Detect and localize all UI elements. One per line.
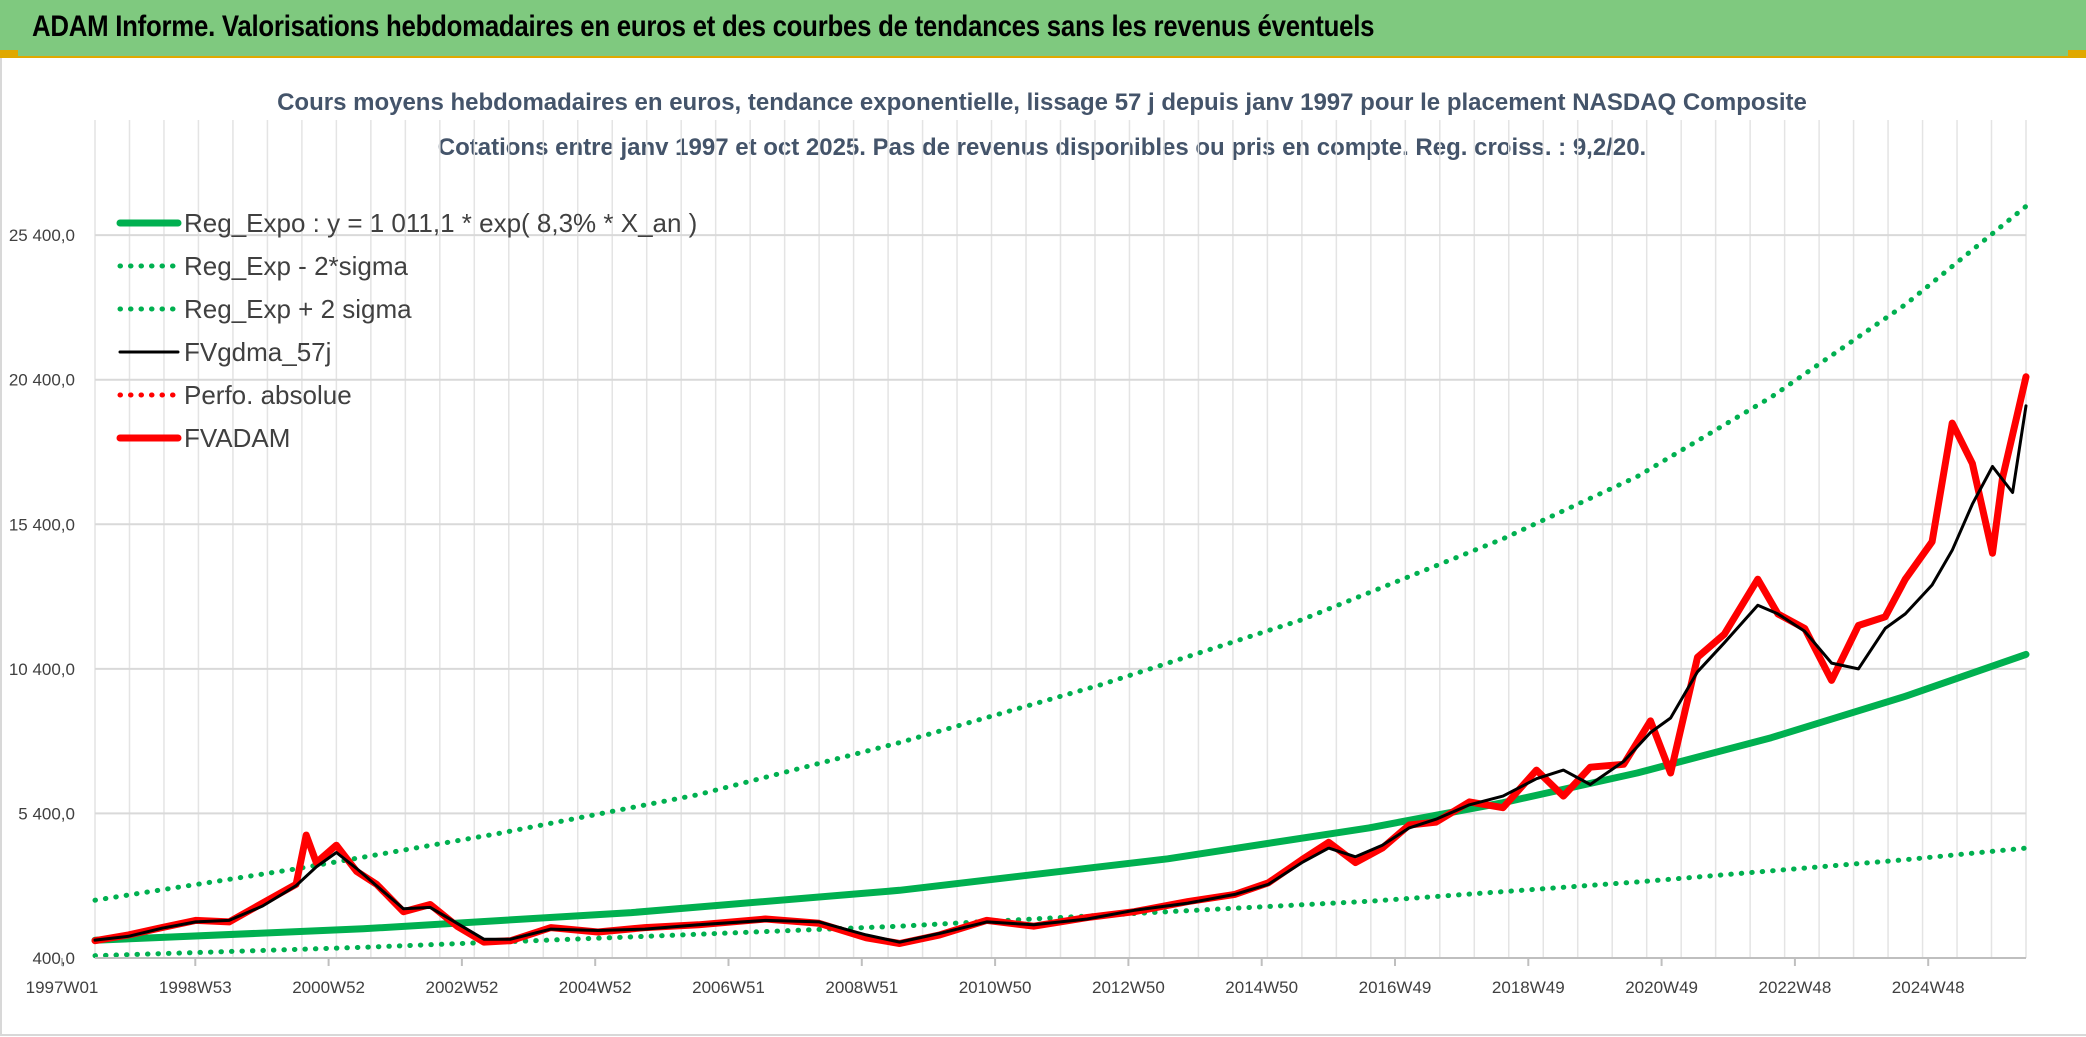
plot-area xyxy=(91,203,2030,959)
x-tick-label: 2018W49 xyxy=(1492,978,1565,997)
x-tick-label: 2016W49 xyxy=(1359,978,1432,997)
x-tick-label: 2020W49 xyxy=(1625,978,1698,997)
x-axis: 1997W01 1998W53 2000W52 2002W52 2004W52 2006W… xyxy=(26,957,2026,997)
y-axis: 400,0 5 400,0 10 400,0 15 400,0 20 400,0 25 4… xyxy=(9,226,75,968)
chart-legend: Reg_Expo : y = 1 011,1 * exp( 8,3% * X_a… xyxy=(116,208,697,453)
x-tick-label: 2010W50 xyxy=(959,978,1032,997)
x-tick-label: 2024W48 xyxy=(1892,978,1965,997)
x-tick-label: 2014W50 xyxy=(1225,978,1298,997)
legend-label-2: Reg_Exp + 2 sigma xyxy=(184,294,412,324)
header-banner: ADAM Informe. Valorisations hebdomadaire… xyxy=(0,0,2086,58)
legend-label-1: Reg_Exp - 2*sigma xyxy=(184,251,409,281)
legend-label-4: Perfo. absolue xyxy=(184,380,352,410)
corner-accent-left xyxy=(0,50,18,56)
legend-label-0: Reg_Expo : y = 1 011,1 * exp( 8,3% * X_a… xyxy=(184,208,697,238)
legend-label-5: FVADAM xyxy=(184,423,290,453)
y-tick-label: 15 400,0 xyxy=(9,515,75,534)
x-tick-label: 2012W50 xyxy=(1092,978,1165,997)
legend-label-3: FVgdma_57j xyxy=(184,337,331,367)
y-tick-label: 20 400,0 xyxy=(9,371,75,390)
chart-frame xyxy=(0,58,2086,1036)
corner-accent-right xyxy=(2068,50,2086,56)
y-tick-label: 5 400,0 xyxy=(18,804,75,823)
report-title: ADAM Informe. Valorisations hebdomadaire… xyxy=(32,10,1375,43)
y-tick-label: 400,0 xyxy=(32,949,75,968)
series-line-1 xyxy=(92,845,2029,959)
chart-title: Cours moyens hebdomadaires en euros, ten… xyxy=(277,89,1807,116)
y-tick-label: 25 400,0 xyxy=(9,226,75,245)
series-line-2 xyxy=(92,203,2029,903)
x-tick-label: 2004W52 xyxy=(559,978,632,997)
series-line-3 xyxy=(93,404,2028,944)
chart-grid xyxy=(94,120,2027,959)
x-tick-label: 2000W52 xyxy=(292,978,365,997)
x-tick-label: 2022W48 xyxy=(1759,978,1832,997)
series-line-0 xyxy=(91,650,2030,944)
chart-subtitle: Cotations entre janv 1997 et oct 2025. P… xyxy=(438,134,1646,161)
y-tick-label: 10 400,0 xyxy=(9,660,75,679)
x-tick-label: 2008W51 xyxy=(825,978,898,997)
x-tick-label: 2002W52 xyxy=(426,978,499,997)
x-tick-label: 2006W51 xyxy=(692,978,765,997)
x-tick-label: 1998W53 xyxy=(159,978,232,997)
x-tick-label: 1997W01 xyxy=(26,978,99,997)
